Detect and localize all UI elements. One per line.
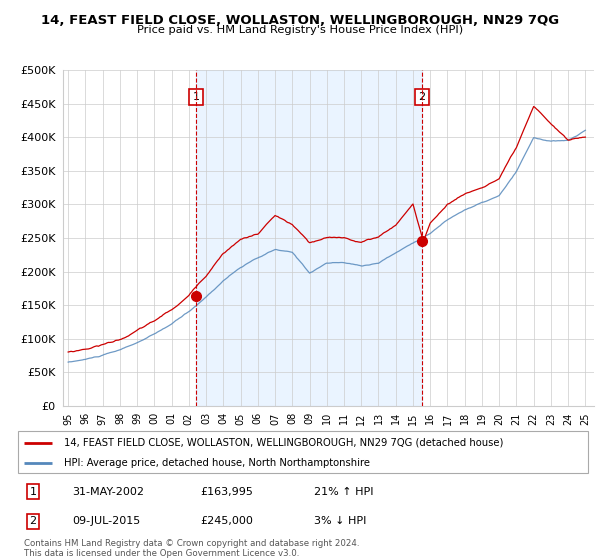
Text: £245,000: £245,000 xyxy=(200,516,253,526)
Text: 3% ↓ HPI: 3% ↓ HPI xyxy=(314,516,367,526)
Text: 1: 1 xyxy=(29,487,37,497)
Text: £163,995: £163,995 xyxy=(200,487,253,497)
Text: 31-MAY-2002: 31-MAY-2002 xyxy=(72,487,144,497)
Text: 21% ↑ HPI: 21% ↑ HPI xyxy=(314,487,374,497)
Text: Contains HM Land Registry data © Crown copyright and database right 2024.
This d: Contains HM Land Registry data © Crown c… xyxy=(24,539,359,558)
Text: Price paid vs. HM Land Registry's House Price Index (HPI): Price paid vs. HM Land Registry's House … xyxy=(137,25,463,35)
Text: HPI: Average price, detached house, North Northamptonshire: HPI: Average price, detached house, Nort… xyxy=(64,458,370,468)
Text: 2: 2 xyxy=(29,516,37,526)
Text: 2: 2 xyxy=(418,92,425,102)
Bar xyxy=(196,70,422,406)
Text: 14, FEAST FIELD CLOSE, WOLLASTON, WELLINGBOROUGH, NN29 7QG (detached house): 14, FEAST FIELD CLOSE, WOLLASTON, WELLIN… xyxy=(64,438,503,448)
Text: 14, FEAST FIELD CLOSE, WOLLASTON, WELLINGBOROUGH, NN29 7QG: 14, FEAST FIELD CLOSE, WOLLASTON, WELLIN… xyxy=(41,14,559,27)
Text: 09-JUL-2015: 09-JUL-2015 xyxy=(72,516,140,526)
Text: 1: 1 xyxy=(193,92,200,102)
